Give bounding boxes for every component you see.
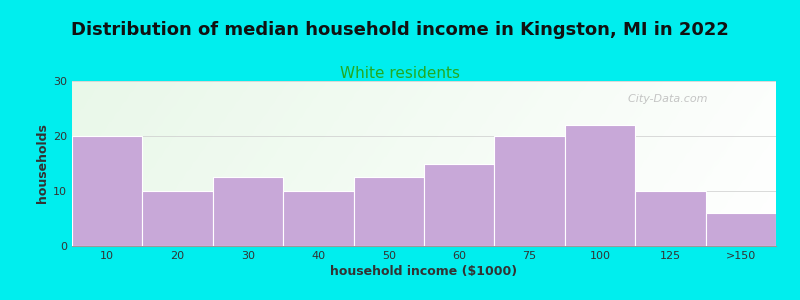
Text: Distribution of median household income in Kingston, MI in 2022: Distribution of median household income … — [71, 21, 729, 39]
Bar — [142, 191, 213, 246]
Bar — [213, 177, 283, 246]
Text: City-Data.com: City-Data.com — [621, 94, 708, 104]
X-axis label: household income ($1000): household income ($1000) — [330, 265, 518, 278]
Bar — [635, 191, 706, 246]
Text: White residents: White residents — [340, 66, 460, 81]
Bar — [354, 177, 424, 246]
Bar — [283, 191, 354, 246]
Y-axis label: households: households — [36, 124, 49, 203]
Bar — [706, 213, 776, 246]
Bar — [494, 136, 565, 246]
Bar — [424, 164, 494, 246]
Bar — [72, 136, 142, 246]
Bar — [565, 125, 635, 246]
